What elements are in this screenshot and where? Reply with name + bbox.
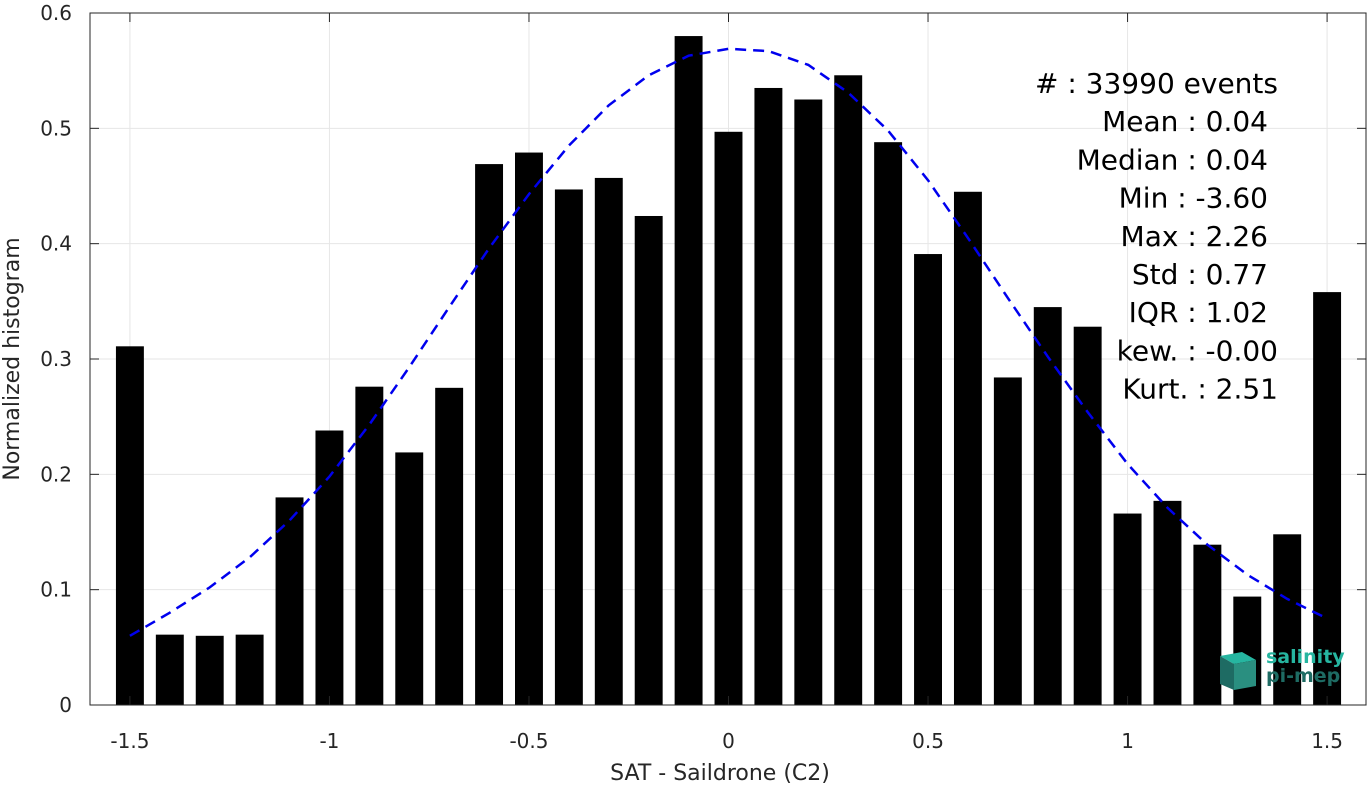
bar-0 <box>115 346 144 705</box>
bar-15 <box>714 131 743 705</box>
bar-6 <box>355 386 384 705</box>
bar-27 <box>1193 544 1222 705</box>
bar-18 <box>834 75 863 705</box>
bar-17 <box>794 99 823 705</box>
bar-20 <box>914 254 942 705</box>
stats-annotations: # : 33990 events Mean : 0.04 Median : 0.04… <box>1035 67 1278 406</box>
y-tick-label-5: 0.5 <box>40 116 72 140</box>
x-tick-label-3: 0 <box>722 729 735 753</box>
stat-line-0: # : 33990 events <box>1035 67 1278 100</box>
y-tick-label-4: 0.4 <box>40 232 72 256</box>
logo-text: salinity pi-mep <box>1266 648 1345 686</box>
bar-3 <box>235 634 264 705</box>
bar-4 <box>275 497 304 705</box>
y-tick-labels: 0 0.1 0.2 0.3 0.4 0.5 0.6 <box>40 1 72 717</box>
x-tick-label-1: -1 <box>319 729 339 753</box>
bar-19 <box>874 142 903 705</box>
y-tick-label-6: 0.6 <box>40 1 72 25</box>
bar-25 <box>1113 513 1142 705</box>
x-tick-label-6: 1.5 <box>1311 729 1343 753</box>
bars-group <box>115 36 1342 706</box>
y-tick-label-2: 0.2 <box>40 462 72 486</box>
bar-1 <box>155 634 184 705</box>
bar-29 <box>1273 534 1302 705</box>
y-tick-label-1: 0.1 <box>40 578 72 602</box>
bar-12 <box>594 177 623 706</box>
bar-22 <box>993 377 1022 705</box>
x-axis-title: SAT - Saildrone (C2) <box>610 761 830 785</box>
x-tick-label-5: 1 <box>1121 729 1134 753</box>
y-tick-label-3: 0.3 <box>40 347 72 371</box>
stat-line-5: Std : 0.77 <box>1132 258 1268 291</box>
bar-2 <box>195 635 224 705</box>
y-tick-label-0: 0 <box>59 693 72 717</box>
bar-13 <box>634 215 663 705</box>
logo-cube-icon <box>1220 652 1256 690</box>
fit-curve-line <box>129 47 1328 637</box>
x-tick-label-0: -1.5 <box>110 729 149 753</box>
bar-8 <box>435 387 464 705</box>
stat-line-8: Kurt. : 2.51 <box>1122 373 1278 406</box>
axes <box>89 12 1367 706</box>
bar-11 <box>554 189 583 705</box>
bar-21 <box>953 191 982 705</box>
bar-16 <box>754 87 783 705</box>
stat-line-4: Max : 2.26 <box>1121 220 1268 253</box>
bar-14 <box>674 36 703 706</box>
stat-line-2: Median : 0.04 <box>1077 143 1268 176</box>
bar-26 <box>1153 500 1182 705</box>
bar-24 <box>1073 326 1102 705</box>
logo-line-2: pi-mep <box>1266 665 1341 687</box>
bar-9 <box>475 164 504 705</box>
stat-line-6: IQR : 1.02 <box>1129 296 1268 329</box>
x-tick-label-2: -0.5 <box>509 729 548 753</box>
bar-30 <box>1313 292 1342 705</box>
bar-5 <box>315 430 344 705</box>
x-tick-labels: -1.5 -1 -0.5 0 0.5 1 1.5 <box>110 729 1343 753</box>
stat-line-7: kew. : -0.00 <box>1117 334 1278 367</box>
bar-10 <box>515 152 543 705</box>
y-axis-title: Normalized histogram <box>0 237 25 480</box>
stat-line-3: Min : -3.60 <box>1119 182 1268 215</box>
salinity-pimep-logo: salinity pi-mep <box>1216 648 1356 694</box>
stat-line-1: Mean : 0.04 <box>1102 105 1268 138</box>
bar-23 <box>1033 307 1062 705</box>
bar-7 <box>395 452 424 705</box>
x-tick-label-4: 0.5 <box>912 729 944 753</box>
logo-line-1: salinity <box>1266 646 1345 668</box>
